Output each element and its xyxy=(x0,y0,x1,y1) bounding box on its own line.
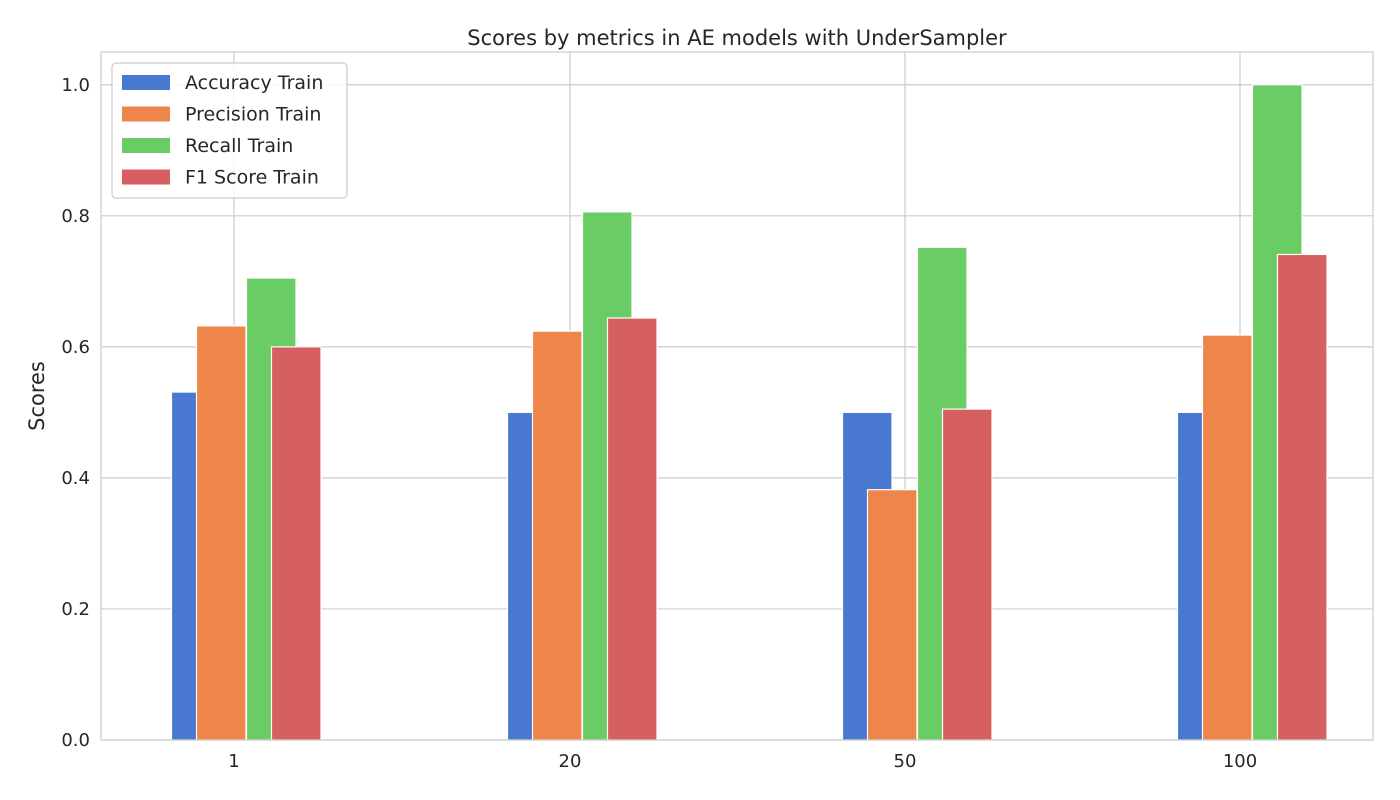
x-tick-label: 1 xyxy=(228,751,239,772)
bar-precision-train-100 xyxy=(1201,334,1253,741)
legend-label: Recall Train xyxy=(185,135,293,157)
legend-label: Precision Train xyxy=(185,104,321,126)
bar-f1-score-train-20 xyxy=(606,317,658,741)
x-tick-labels: 1 20 50 100 xyxy=(228,751,1257,772)
y-tick-label: 0.0 xyxy=(61,730,90,751)
legend-label: Accuracy Train xyxy=(185,72,323,94)
y-tick-label: 0.2 xyxy=(61,599,90,620)
legend: Accuracy Train Precision Train Recall Trai… xyxy=(111,62,348,199)
legend-swatch xyxy=(122,169,170,185)
bar-f1-score-train-100 xyxy=(1276,253,1328,741)
y-tick-label: 0.8 xyxy=(61,206,90,227)
y-tick-label: 1.0 xyxy=(61,75,90,96)
plot-frame xyxy=(100,51,1374,741)
x-tick-label: 100 xyxy=(1223,751,1257,772)
bar-precision-train-50 xyxy=(866,489,918,741)
y-tick-label: 0.4 xyxy=(61,468,90,489)
x-tick-label: 50 xyxy=(894,751,917,772)
bar-f1-score-train-50 xyxy=(941,408,993,741)
y-tick-labels: 0.0 0.2 0.4 0.6 0.8 1.0 xyxy=(61,75,90,751)
legend-swatch xyxy=(122,138,170,153)
legend-label: F1 Score Train xyxy=(185,167,319,189)
bar-f1-score-train-1 xyxy=(270,346,322,741)
chart-title: Scores by metrics in AE models with Unde… xyxy=(467,26,1007,50)
x-tick-label: 20 xyxy=(559,751,582,772)
bars xyxy=(170,84,1328,741)
bar-precision-train-20 xyxy=(531,330,583,741)
legend-swatch xyxy=(122,75,170,90)
bar-precision-train-1 xyxy=(195,325,247,741)
legend-frame xyxy=(111,62,348,199)
y-axis-label: Scores xyxy=(25,361,49,431)
y-tick-label: 0.6 xyxy=(61,337,90,358)
legend-swatch xyxy=(122,106,170,122)
